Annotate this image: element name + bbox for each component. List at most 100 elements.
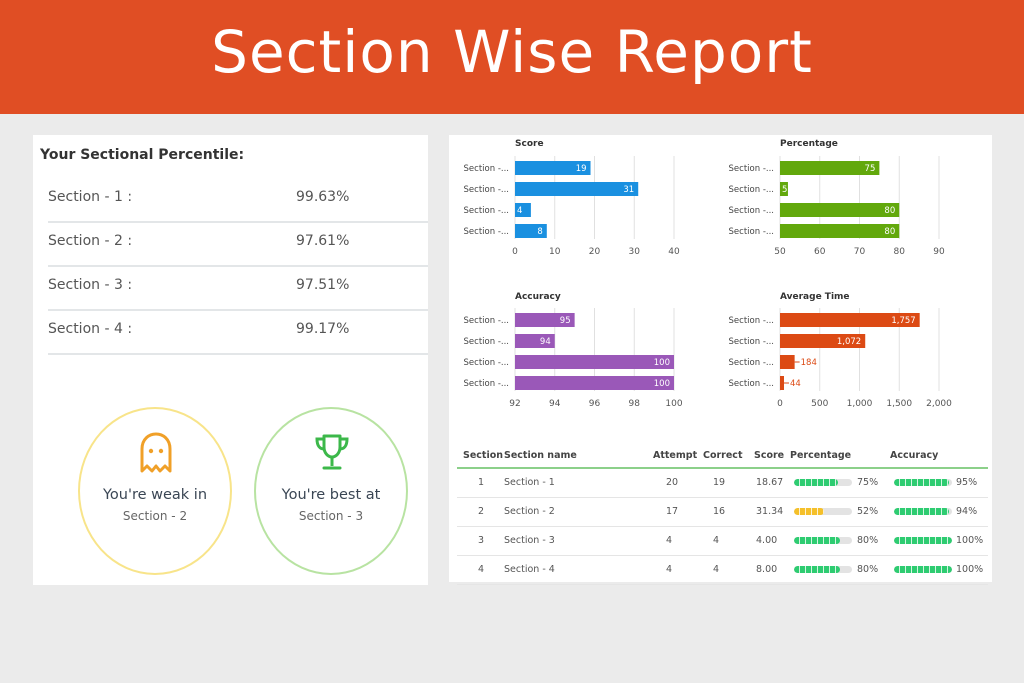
data-label: 80 <box>884 227 895 237</box>
data-label: 94 <box>540 337 551 347</box>
sectional-percentile-panel: Your Sectional Percentile: Section - 1 :… <box>33 135 428 585</box>
data-label: 95 <box>560 316 571 326</box>
data-label: 52 <box>782 185 793 195</box>
tick-label: 0 <box>512 247 518 257</box>
percentage-bar <box>794 566 852 573</box>
tick-label: 500 <box>811 399 828 409</box>
percentile-value: 97.51% <box>296 277 350 293</box>
category-label: Section -... <box>729 185 774 195</box>
best-section-card: You're best at Section - 3 <box>254 407 408 575</box>
table-row: 3 Section - 3 4 4 4.00 80% 100% <box>457 527 988 556</box>
weak-section: Section - 2 <box>122 509 188 523</box>
category-label: Section -... <box>729 379 774 389</box>
category-label: Section -... <box>729 316 774 326</box>
data-label: 80 <box>884 206 895 216</box>
tick-label: 2,000 <box>926 399 952 409</box>
percentage-bar <box>794 537 852 544</box>
header-attempt: Attempt <box>653 450 698 461</box>
bar <box>515 355 674 369</box>
data-label: 1,757 <box>891 316 915 326</box>
tick-label: 98 <box>629 399 641 409</box>
weak-title: You're weak in <box>102 487 208 503</box>
cell-score: 4.00 <box>756 535 778 546</box>
chart-title: Average Time <box>780 292 850 302</box>
cell-correct: 19 <box>713 477 726 488</box>
percentage-bar-fill <box>794 508 825 515</box>
bar <box>780 203 900 217</box>
accuracy-bar-fill <box>894 508 949 515</box>
category-label: Section -... <box>729 358 774 368</box>
weak-section-card: You're weak in Section - 2 <box>78 407 232 575</box>
cell-accuracy: 100% <box>956 564 984 575</box>
tick-label: 92 <box>509 399 520 409</box>
percentage-bar <box>794 508 852 515</box>
cell-accuracy: 100% <box>956 535 984 546</box>
tick-label: 1,500 <box>886 399 912 409</box>
category-label: Section -... <box>729 337 774 347</box>
cell-attempt: 4 <box>666 535 673 546</box>
bar <box>515 224 547 238</box>
percentile-value: 99.17% <box>296 321 350 337</box>
percentile-section-name: Section - 4 : <box>48 321 133 337</box>
category-label: Section -... <box>729 206 774 216</box>
cell-correct: 4 <box>713 535 720 546</box>
percentage-bar <box>794 479 852 486</box>
tick-label: 10 <box>549 247 561 257</box>
tick-label: 80 <box>894 247 906 257</box>
bar <box>515 313 575 327</box>
trophy-icon <box>315 434 349 470</box>
tick-label: 40 <box>668 247 680 257</box>
tick-label: 96 <box>589 399 601 409</box>
section-charts-panel: Score 0 10 20 30 40 Section -... 19 Section -...… <box>449 135 992 585</box>
header-score: Score <box>754 450 785 461</box>
bar <box>780 313 920 327</box>
header-section: Section <box>463 450 504 461</box>
category-label: Section -... <box>464 164 509 174</box>
tick-label: 30 <box>629 247 641 257</box>
cell-score: 18.67 <box>756 477 784 488</box>
header-section-name: Section name <box>504 450 577 461</box>
bar <box>515 334 555 348</box>
cell-percentage: 80% <box>857 535 879 546</box>
tick-label: 50 <box>774 247 786 257</box>
accuracy-bar-fill <box>894 566 952 573</box>
percentile-row: Section - 3 : 97.51% <box>48 265 428 311</box>
best-section: Section - 3 <box>298 509 364 523</box>
cell-section: 1 <box>478 477 485 488</box>
category-label: Section -... <box>464 206 509 216</box>
category-label: Section -... <box>464 185 509 195</box>
table-row: 1 Section - 1 20 19 18.67 75% 95% <box>457 469 988 498</box>
tick-label: 1,000 <box>847 399 873 409</box>
data-label: 184 <box>801 358 817 368</box>
table-row: 2 Section - 2 17 16 31.34 52% 94% <box>457 498 988 527</box>
category-label: Section -... <box>464 379 509 389</box>
cell-section: 4 <box>478 564 485 575</box>
chart-title: Score <box>515 139 544 149</box>
report-banner: Section Wise Report <box>0 0 1024 114</box>
bar <box>780 355 795 369</box>
cell-percentage: 80% <box>857 564 879 575</box>
cell-section-name: Section - 1 <box>504 477 555 488</box>
percentile-section-name: Section - 1 : <box>48 189 133 205</box>
header-correct: Correct <box>703 450 743 461</box>
category-label: Section -... <box>464 227 509 237</box>
percentile-row: Section - 2 : 97.61% <box>48 221 428 267</box>
category-label: Section -... <box>464 316 509 326</box>
category-label: Section -... <box>464 337 509 347</box>
cell-score: 8.00 <box>756 564 778 575</box>
bar <box>515 376 674 390</box>
bar <box>780 224 900 238</box>
page-title: Section Wise Report <box>211 18 813 86</box>
bar <box>515 203 531 217</box>
cell-attempt: 4 <box>666 564 673 575</box>
data-label: 19 <box>576 164 587 174</box>
percentile-section-name: Section - 2 : <box>48 233 133 249</box>
percentile-title: Your Sectional Percentile: <box>40 147 245 163</box>
category-label: Section -... <box>464 358 509 368</box>
cell-attempt: 17 <box>666 506 679 517</box>
category-label: Section -... <box>729 227 774 237</box>
bar <box>780 161 880 175</box>
percentage-bar-fill <box>794 537 841 544</box>
tick-label: 90 <box>933 247 945 257</box>
